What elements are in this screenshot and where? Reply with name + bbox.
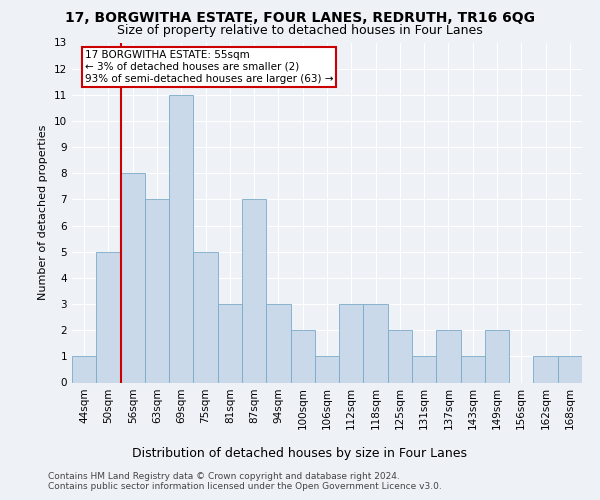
Bar xyxy=(533,356,558,382)
Bar xyxy=(436,330,461,382)
Bar xyxy=(242,200,266,382)
Bar xyxy=(266,304,290,382)
Text: Contains public sector information licensed under the Open Government Licence v3: Contains public sector information licen… xyxy=(48,482,442,491)
Bar xyxy=(96,252,121,382)
Text: Size of property relative to detached houses in Four Lanes: Size of property relative to detached ho… xyxy=(117,24,483,37)
Bar xyxy=(169,95,193,382)
Y-axis label: Number of detached properties: Number of detached properties xyxy=(38,125,49,300)
Text: 17, BORGWITHA ESTATE, FOUR LANES, REDRUTH, TR16 6QG: 17, BORGWITHA ESTATE, FOUR LANES, REDRUT… xyxy=(65,11,535,25)
Bar xyxy=(388,330,412,382)
Bar xyxy=(72,356,96,382)
Bar xyxy=(412,356,436,382)
Bar xyxy=(145,200,169,382)
Bar xyxy=(315,356,339,382)
Bar xyxy=(461,356,485,382)
Bar xyxy=(121,174,145,382)
Text: 17 BORGWITHA ESTATE: 55sqm
← 3% of detached houses are smaller (2)
93% of semi-d: 17 BORGWITHA ESTATE: 55sqm ← 3% of detac… xyxy=(85,50,333,84)
Bar xyxy=(193,252,218,382)
Bar xyxy=(485,330,509,382)
Text: Distribution of detached houses by size in Four Lanes: Distribution of detached houses by size … xyxy=(133,448,467,460)
Bar xyxy=(290,330,315,382)
Bar xyxy=(558,356,582,382)
Bar xyxy=(339,304,364,382)
Text: Contains HM Land Registry data © Crown copyright and database right 2024.: Contains HM Land Registry data © Crown c… xyxy=(48,472,400,481)
Bar xyxy=(218,304,242,382)
Bar xyxy=(364,304,388,382)
